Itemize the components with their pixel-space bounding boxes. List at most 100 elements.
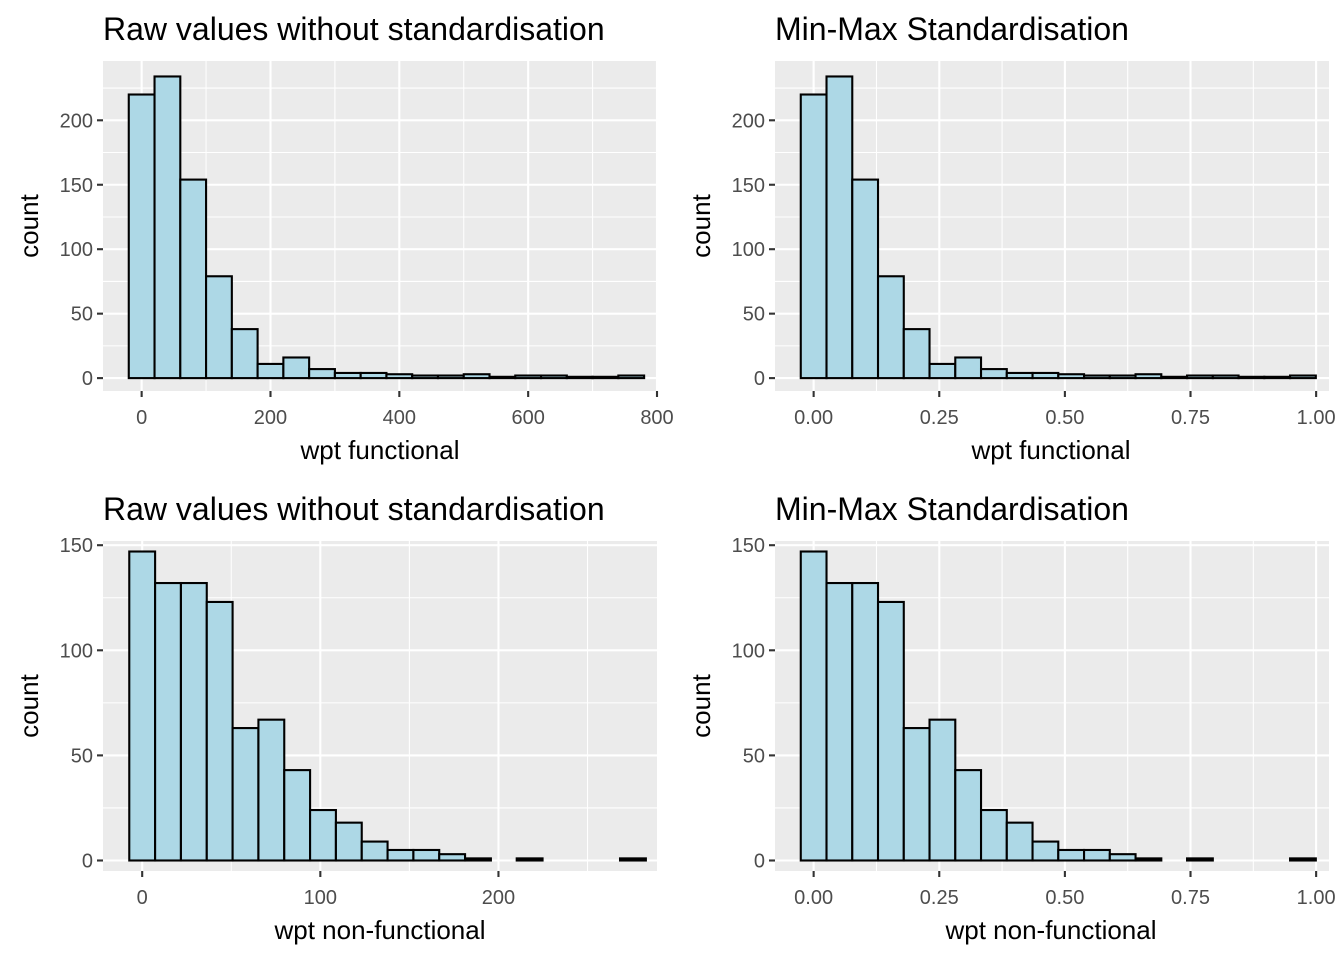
- y-tick-label: 0: [82, 850, 93, 872]
- histogram-bar: [954, 769, 983, 862]
- histogram-bar: [153, 75, 182, 380]
- histogram-bar: [876, 600, 905, 862]
- y-tick-label: 0: [754, 368, 765, 390]
- y-tick-label: 50: [743, 304, 765, 326]
- histogram-bar: [283, 769, 312, 862]
- histogram-bar: [127, 93, 156, 380]
- x-tick-label: 0.50: [1045, 407, 1084, 429]
- y-tick-label: 0: [754, 850, 765, 872]
- panel-title: Min-Max Standardisation: [775, 491, 1129, 527]
- y-axis-title: count: [14, 193, 44, 257]
- chart-panel-raw-functional: 0 200 400 600 800 0 50 100 150 200 Raw values wit…: [14, 11, 674, 465]
- histogram-bar: [799, 550, 828, 862]
- histogram-bar: [591, 375, 620, 380]
- histogram-bar: [257, 718, 286, 862]
- y-tick-label: 50: [743, 745, 765, 767]
- histogram-bar: [1082, 374, 1111, 380]
- x-tick-label: 0: [137, 887, 148, 909]
- histogram-bar: [179, 581, 208, 862]
- histogram-bar: [231, 727, 260, 862]
- histogram-bar: [851, 581, 880, 862]
- histogram-bar: [565, 375, 594, 380]
- histogram-bar: [979, 808, 1008, 862]
- y-axis-title: count: [686, 193, 716, 257]
- histogram-bar: [1186, 374, 1214, 380]
- y-tick-label: 0: [82, 368, 93, 390]
- histogram-bar: [309, 808, 337, 862]
- y-tick-label: 150: [732, 175, 765, 197]
- histogram-bar: [333, 371, 362, 380]
- histogram-bar: [1263, 375, 1292, 380]
- y-axis-title: count: [686, 673, 716, 737]
- histogram-bar: [412, 848, 441, 862]
- x-tick-label: 0.25: [920, 887, 959, 909]
- y-tick-label: 100: [60, 640, 93, 662]
- chart-panel-minmax-functional: 0.00 0.25 0.50 0.75 1.00 0 50 100 150 200 Min-Max…: [686, 11, 1336, 465]
- x-axis-title: wpt non-functional: [944, 915, 1156, 945]
- x-tick-label: 200: [254, 407, 287, 429]
- x-tick-label: 0: [136, 407, 147, 429]
- histogram-bar: [851, 178, 880, 380]
- x-axis-title: wpt functional: [971, 435, 1131, 465]
- histogram-bar: [799, 93, 828, 380]
- y-tick-label: 100: [732, 640, 765, 662]
- histogram-bar: [360, 840, 389, 862]
- x-axis-title: wpt functional: [300, 435, 460, 465]
- histogram-bar: [154, 581, 182, 862]
- histogram-bar: [1108, 853, 1137, 862]
- histogram-bar: [1005, 821, 1034, 862]
- histogram-bar: [282, 356, 311, 380]
- x-tick-label: 0.00: [794, 407, 833, 429]
- x-tick-label: 600: [511, 407, 544, 429]
- x-tick-label: 0.75: [1171, 407, 1210, 429]
- histogram-bar: [1160, 375, 1189, 380]
- histogram-bar: [411, 374, 440, 380]
- panel-title: Raw values without standardisation: [103, 11, 605, 47]
- histogram-bar: [1005, 371, 1034, 380]
- x-tick-label: 0.75: [1171, 887, 1210, 909]
- histogram-bar: [1057, 848, 1086, 862]
- histogram-bar: [539, 374, 568, 380]
- histogram-bar: [1134, 857, 1163, 862]
- histogram-bar: [256, 362, 285, 380]
- y-tick-label: 50: [71, 745, 93, 767]
- panel-title: Raw values without standardisation: [103, 491, 605, 527]
- chart-panel-minmax-nonfunctional: 0.00 0.25 0.50 0.75 1.00 0 50 100 150 Min-Max St…: [686, 491, 1336, 945]
- chart-panel-raw-nonfunctional: 0 100 200 0 50 100 150 Raw values without stan…: [14, 491, 657, 945]
- histogram-bar: [230, 328, 259, 380]
- x-tick-label: 1.00: [1297, 407, 1336, 429]
- y-tick-label: 200: [732, 110, 765, 132]
- y-tick-label: 200: [60, 110, 93, 132]
- histogram-bar: [334, 821, 363, 862]
- y-tick-label: 150: [60, 175, 93, 197]
- y-tick-label: 50: [71, 304, 93, 326]
- y-tick-label: 150: [60, 535, 93, 557]
- histogram-bar: [1289, 374, 1317, 380]
- histogram-bar: [618, 857, 647, 862]
- histogram-bar: [515, 857, 544, 862]
- histogram-bar: [825, 581, 854, 862]
- histogram-bar: [436, 374, 465, 380]
- x-tick-label: 200: [482, 887, 515, 909]
- x-tick-label: 0.00: [794, 887, 833, 909]
- histogram-bar: [928, 362, 957, 380]
- histogram-bar: [308, 368, 336, 380]
- histogram-bar: [205, 275, 233, 380]
- histogram-bar: [1186, 857, 1214, 862]
- panel-title: Min-Max Standardisation: [775, 11, 1129, 47]
- histogram-bar: [386, 848, 415, 862]
- histogram-bar: [1108, 374, 1137, 380]
- histogram-bar: [464, 857, 492, 862]
- y-tick-label: 100: [60, 239, 93, 261]
- x-tick-label: 0.50: [1045, 887, 1084, 909]
- y-tick-label: 100: [732, 239, 765, 261]
- histogram-bar: [902, 727, 931, 862]
- histogram-bar: [179, 178, 208, 380]
- histogram-bar: [1082, 848, 1111, 862]
- histogram-bar: [359, 371, 388, 380]
- histogram-bar: [438, 853, 467, 862]
- x-tick-label: 400: [383, 407, 416, 429]
- histogram-bar: [617, 374, 646, 380]
- x-tick-label: 1.00: [1297, 887, 1336, 909]
